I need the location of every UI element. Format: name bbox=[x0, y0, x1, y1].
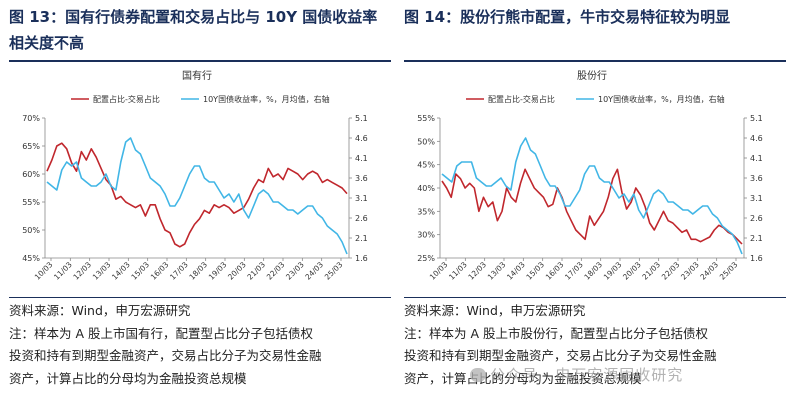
legend-label: 10Y国债收益率，%，月均值，右轴 bbox=[598, 94, 725, 104]
right-tick-label: 2.1 bbox=[355, 234, 368, 243]
x-tick-label: 21/03 bbox=[245, 260, 267, 282]
x-tick-label: 15/03 bbox=[129, 260, 151, 282]
left-tick-label: 60% bbox=[22, 170, 40, 179]
note-line: 投资和持有到期型金融资产，交易占比分子为交易性金融 bbox=[404, 348, 717, 363]
x-tick-label: 13/03 bbox=[91, 260, 113, 282]
notes-block: 资料来源：Wind，申万宏源研究 注：样本为 A 股上市国有行，配置型占比分子包… bbox=[9, 300, 391, 390]
x-tick-label: 24/03 bbox=[303, 260, 325, 282]
x-tick-label: 23/03 bbox=[284, 260, 306, 282]
x-tick-label: 25/03 bbox=[718, 260, 740, 282]
x-tick-label: 16/03 bbox=[149, 260, 171, 282]
right-tick-label: 4.6 bbox=[750, 134, 763, 143]
x-tick-label: 10/03 bbox=[33, 260, 55, 282]
right-tick-label: 2.6 bbox=[750, 214, 763, 223]
series-line bbox=[441, 168, 743, 245]
left-tick-label: 65% bbox=[22, 142, 40, 151]
source-rule bbox=[9, 297, 391, 298]
watermark-text: 公众号 · 申万宏源固收研究 bbox=[490, 366, 684, 384]
right-tick-label: 1.6 bbox=[750, 254, 763, 263]
left-tick-label: 50% bbox=[22, 226, 40, 235]
x-tick-label: 12/03 bbox=[466, 260, 488, 282]
x-tick-label: 14/03 bbox=[505, 260, 527, 282]
x-tick-label: 11/03 bbox=[447, 260, 469, 282]
right-tick-label: 3.6 bbox=[750, 174, 763, 183]
series-line bbox=[46, 142, 348, 248]
source-text: 资料来源：Wind，申万宏源研究 bbox=[404, 303, 586, 318]
left-tick-label: 35% bbox=[417, 207, 435, 216]
x-tick-label: 18/03 bbox=[582, 260, 604, 282]
title-rule bbox=[404, 60, 786, 62]
chart-title: 股份行 bbox=[577, 69, 607, 82]
series-line bbox=[46, 137, 348, 255]
left-tick-label: 45% bbox=[22, 254, 40, 263]
title-rule bbox=[9, 60, 391, 62]
left-tick-label: 55% bbox=[22, 198, 40, 207]
source-rule bbox=[404, 297, 786, 298]
note-line: 资产，计算占比的分母均为金融投资总规模 bbox=[9, 370, 247, 386]
series-line bbox=[441, 137, 743, 255]
x-tick-label: 20/03 bbox=[226, 260, 248, 282]
note-line: 资产，计算占比的分母均为金融投资总规模 bbox=[404, 370, 642, 386]
legend-label: 10Y国债收益率，%，月均值，右轴 bbox=[203, 94, 330, 104]
note-line: 投资和持有到期型金融资产，交易占比分子为交易性金融 bbox=[9, 348, 322, 363]
x-tick-label: 19/03 bbox=[207, 260, 229, 282]
right-tick-label: 4.6 bbox=[355, 134, 368, 143]
legend-label: 配置占比-交易占比 bbox=[488, 94, 555, 104]
x-tick-label: 13/03 bbox=[486, 260, 508, 282]
note-line: 注：样本为 A 股上市国有行，配置型占比分子包括债权 bbox=[9, 325, 313, 341]
right-tick-label: 5.1 bbox=[750, 114, 763, 123]
x-tick-label: 25/03 bbox=[323, 260, 345, 282]
panel-state-owned-banks: 图 13：国有行债券配置和交易占比与 10Y 国债收益率相关度不高 国有行配置占… bbox=[9, 0, 391, 405]
x-tick-label: 15/03 bbox=[524, 260, 546, 282]
right-tick-label: 2.6 bbox=[355, 214, 368, 223]
left-tick-label: 50% bbox=[417, 137, 435, 146]
left-tick-label: 25% bbox=[417, 254, 435, 263]
right-tick-label: 4.1 bbox=[355, 154, 368, 163]
x-tick-label: 22/03 bbox=[265, 260, 287, 282]
x-tick-label: 18/03 bbox=[187, 260, 209, 282]
note-line: 注：样本为 A 股上市股份行，配置型占比分子包括债权 bbox=[404, 325, 708, 341]
right-tick-label: 1.6 bbox=[355, 254, 368, 263]
x-tick-label: 22/03 bbox=[660, 260, 682, 282]
x-tick-label: 17/03 bbox=[168, 260, 190, 282]
x-tick-label: 21/03 bbox=[640, 260, 662, 282]
x-tick-label: 17/03 bbox=[563, 260, 585, 282]
x-tick-label: 20/03 bbox=[621, 260, 643, 282]
source-text: 资料来源：Wind，申万宏源研究 bbox=[9, 303, 191, 318]
watermark: 公众号 · 申万宏源固收研究 bbox=[470, 364, 683, 385]
figure-title: 图 14：股份行熊市配置，牛市交易特征较为明显 bbox=[404, 8, 731, 26]
right-tick-label: 5.1 bbox=[355, 114, 368, 123]
right-tick-label: 3.1 bbox=[750, 194, 763, 203]
left-tick-label: 70% bbox=[22, 114, 40, 123]
wechat-icon bbox=[470, 368, 486, 382]
notes-block: 资料来源：Wind，申万宏源研究 注：样本为 A 股上市股份行，配置型占比分子包… bbox=[404, 300, 786, 390]
x-tick-label: 10/03 bbox=[428, 260, 450, 282]
legend-label: 配置占比-交易占比 bbox=[93, 94, 160, 104]
left-tick-label: 30% bbox=[417, 231, 435, 240]
x-tick-label: 11/03 bbox=[52, 260, 74, 282]
chart-title: 国有行 bbox=[182, 69, 212, 82]
right-tick-label: 4.1 bbox=[750, 154, 763, 163]
left-tick-label: 40% bbox=[417, 184, 435, 193]
panel-joint-stock-banks: 图 14：股份行熊市配置，牛市交易特征较为明显 股份行配置占比-交易占比 10Y国… bbox=[404, 0, 786, 405]
right-tick-label: 3.1 bbox=[355, 194, 368, 203]
right-tick-label: 3.6 bbox=[355, 174, 368, 183]
right-tick-label: 2.1 bbox=[750, 234, 763, 243]
x-tick-label: 19/03 bbox=[602, 260, 624, 282]
left-tick-label: 55% bbox=[417, 114, 435, 123]
x-tick-label: 16/03 bbox=[544, 260, 566, 282]
x-tick-label: 12/03 bbox=[71, 260, 93, 282]
figure-title: 图 13：国有行债券配置和交易占比与 10Y 国债收益率相关度不高 bbox=[9, 8, 378, 52]
x-tick-label: 14/03 bbox=[110, 260, 132, 282]
left-tick-label: 45% bbox=[417, 161, 435, 170]
x-tick-label: 23/03 bbox=[679, 260, 701, 282]
x-tick-label: 24/03 bbox=[698, 260, 720, 282]
